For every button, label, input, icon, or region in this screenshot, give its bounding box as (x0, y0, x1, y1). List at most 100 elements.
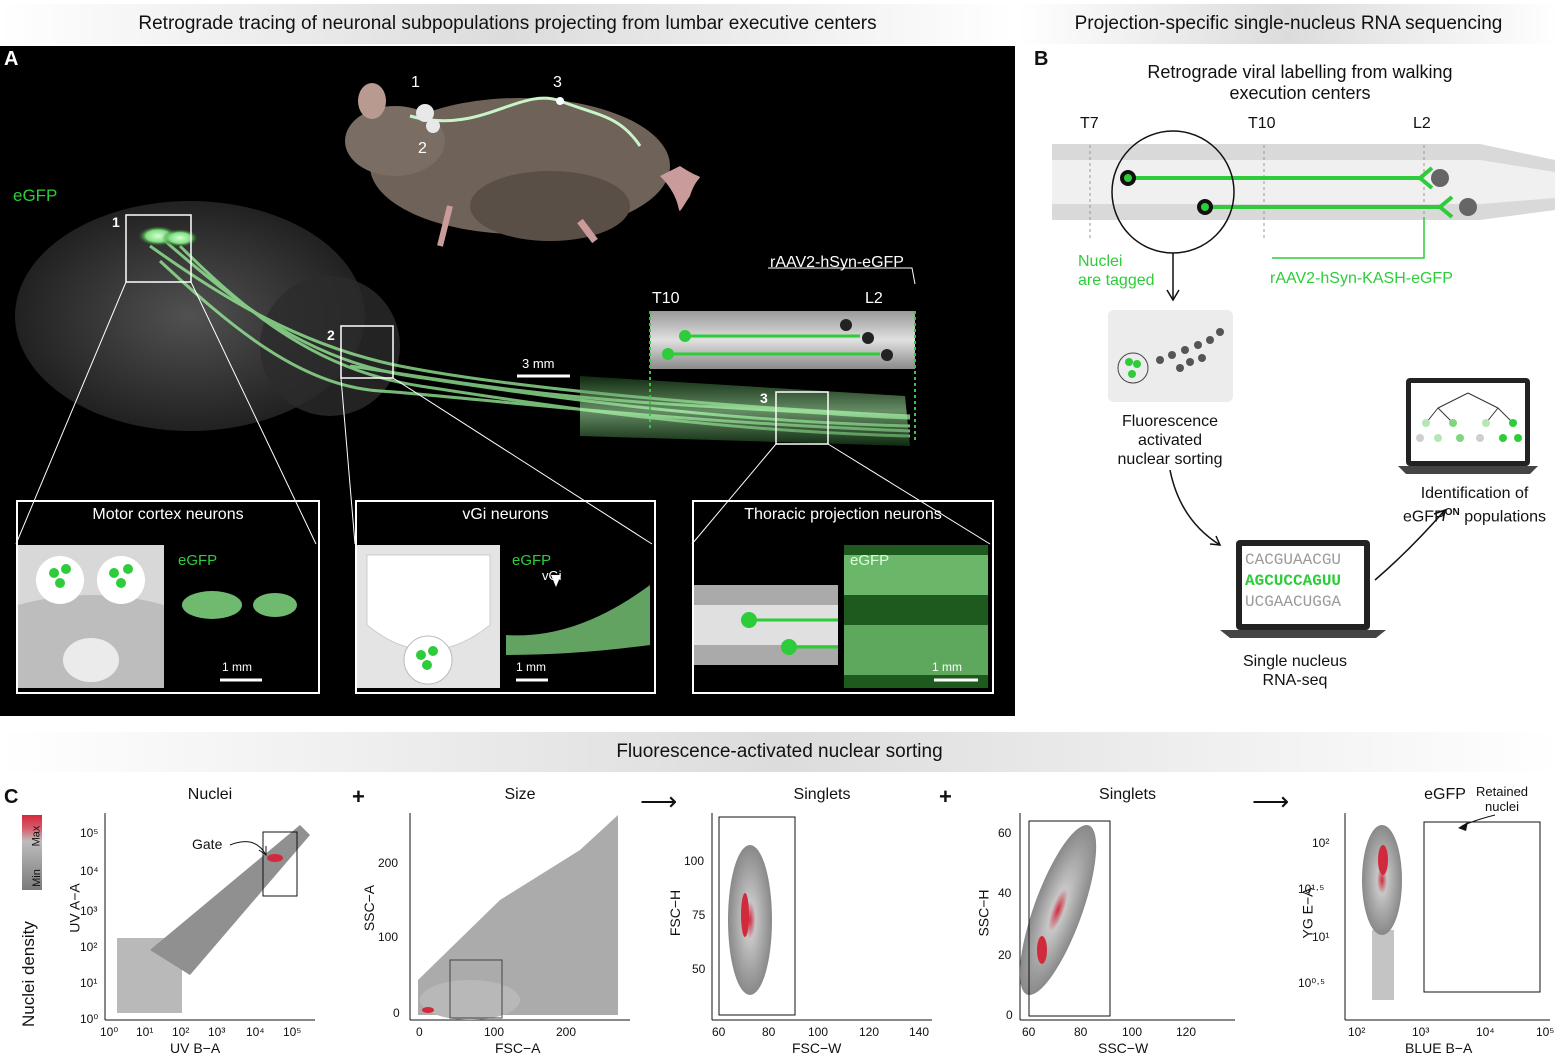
ytick: 200 (378, 856, 399, 870)
inset-motor-cortex: Motor cortex neurons (16, 500, 320, 694)
snrna-line1: Single nucleus (1242, 653, 1348, 670)
vgi-scale: 1 mm (516, 660, 546, 674)
inset-title: Thoracic projection neurons (744, 506, 942, 523)
arrow-1: ⟶ (640, 786, 678, 816)
plot-singlets-ssc (1019, 813, 1235, 1021)
nuclei-tag: Nuclei are tagged (1078, 252, 1155, 290)
thoracic-egfp: eGFP (850, 552, 890, 569)
arrow-2: ⟶ (1252, 786, 1290, 816)
xtick: 200 (556, 1025, 577, 1039)
mouse-point-1: 1 (411, 74, 420, 91)
ylabel-4: SSC−H (975, 889, 992, 937)
facs-line3: nuclear sorting (1117, 451, 1223, 468)
panel-letter-c: C (4, 786, 19, 808)
retained-annot: Retained nuclei (1476, 784, 1529, 814)
gate-label: Gate (192, 836, 223, 852)
facs-scatter-plots (104, 813, 1550, 1021)
panel-a-header: Retrograde tracing of neuronal subpopula… (0, 4, 1015, 44)
ytick: 10² (80, 940, 98, 954)
inset-title: Motor cortex neurons (92, 506, 244, 523)
xlabel-1: UV B−A (170, 1040, 221, 1056)
xtick: 10⁰ (100, 1025, 119, 1039)
level-t10: T10 (1248, 115, 1276, 132)
mouse-point-3: 3 (553, 74, 562, 91)
inset-title: vGi neurons (462, 506, 549, 523)
ytick: 10¹ (80, 976, 98, 990)
ytick: 10¹·⁵ (1298, 882, 1325, 896)
seq-line-3: UCGAACUGGA (1245, 593, 1342, 611)
xtick: 100 (484, 1025, 505, 1039)
ytick: 10³ (80, 904, 98, 918)
ytick: 50 (692, 962, 706, 976)
region-label-1: 1 (112, 214, 120, 230)
motor-egfp: eGFP (178, 552, 218, 569)
plot-singlets-fsc (711, 813, 932, 1021)
xtick: 10² (172, 1025, 190, 1039)
level-t7: T7 (1080, 115, 1099, 132)
l2-label: L2 (865, 290, 883, 307)
egfp-label: eGFP (13, 186, 58, 205)
motor-scale: 1 mm (222, 660, 252, 674)
motor-cortex-image (170, 545, 314, 688)
sequence-screen: CACGUAACGU AGCUCCAGUU UCGAACUGGA (1245, 550, 1355, 620)
ytick: 10⁰·⁵ (1298, 976, 1326, 990)
ytick: 20 (998, 948, 1012, 962)
region-box-2 (340, 325, 394, 379)
plot-title-egfp: eGFP (1424, 786, 1466, 803)
snrna-label: Single nucleus RNA-seq (1215, 652, 1375, 690)
thoracic-schematic (694, 545, 838, 688)
xtick: 10⁴ (246, 1025, 265, 1039)
thoracic-scale: 1 mm (932, 660, 962, 674)
inset-thoracic: Thoracic projection neurons (692, 500, 994, 694)
ytick: 60 (998, 826, 1012, 840)
xtick: 60 (712, 1025, 726, 1039)
xtick: 10⁵ (283, 1025, 302, 1039)
motor-cortex-schematic (18, 545, 164, 688)
ytick: 10² (1312, 836, 1330, 850)
plus-sign-1: + (352, 784, 365, 809)
region-label-3: 3 (760, 390, 768, 406)
xtick: 0 (416, 1025, 423, 1039)
mouse-illustration (345, 83, 700, 247)
ytick: 10⁰ (80, 1012, 99, 1026)
xtick: 10¹ (136, 1025, 154, 1039)
xtick: 140 (909, 1025, 930, 1039)
panel-b-flow (1169, 470, 1446, 638)
xlabel-4: SSC−W (1098, 1040, 1149, 1056)
panel-letter-a: A (4, 48, 19, 70)
xtick: 100 (808, 1025, 829, 1039)
seq-line-2: AGCUCCAGUU (1245, 572, 1342, 590)
snrna-line2: RNA-seq (1262, 672, 1328, 689)
mouse-point-2: 2 (418, 140, 427, 157)
ytick: 100 (378, 930, 399, 944)
xlabel-5: BLUE B−A (1405, 1040, 1473, 1056)
laptop-tree (1398, 378, 1538, 474)
xtick: 100 (1122, 1025, 1143, 1039)
plus-sign-2: + (939, 784, 952, 809)
cord-schematic (649, 267, 916, 441)
plot-egfp (1344, 813, 1550, 1021)
xtick: 10² (1348, 1025, 1366, 1039)
ylabel-3: FSC−H (667, 889, 684, 937)
nuclei-tag-line2: are tagged (1078, 272, 1155, 289)
xtick: 10³ (1412, 1025, 1430, 1039)
region-label-2: 2 (327, 327, 335, 343)
xtick: 60 (1022, 1025, 1036, 1039)
facs-line2: activated (1137, 432, 1203, 449)
xtick: 10³ (208, 1025, 226, 1039)
panel-c-header: Fluorescence-activated nuclear sorting (0, 732, 1559, 772)
panel-b-title-line2: execution centers (1229, 83, 1371, 103)
ytick: 0 (393, 1006, 400, 1020)
ident-label: Identification of eGFPON populations (1390, 484, 1559, 526)
xtick: 120 (1176, 1025, 1197, 1039)
region-box-1 (125, 214, 192, 283)
t10-label: T10 (652, 290, 680, 307)
main-scale-label: 3 mm (522, 356, 555, 371)
inset-vgi: vGi neurons (355, 500, 656, 694)
panel-b-title-line1: Retrograde viral labelling from walking (1147, 62, 1453, 82)
xlabel-2: FSC−A (495, 1040, 541, 1056)
facs-line1: Fluorescence (1121, 413, 1219, 430)
nuclei-tag-line1: Nuclei (1078, 253, 1123, 270)
ytick: 0 (1006, 1008, 1013, 1022)
facs-label: Fluorescence activated nuclear sorting (1090, 412, 1250, 469)
